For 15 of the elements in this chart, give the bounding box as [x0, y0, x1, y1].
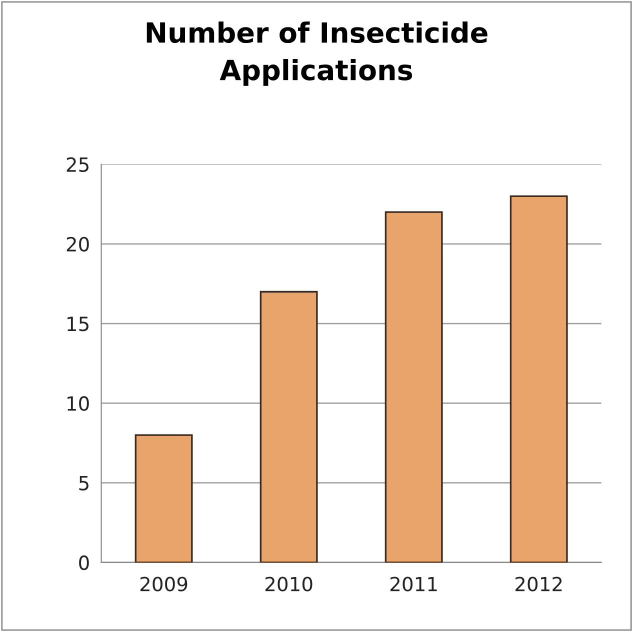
- x-tick-label: 2012: [516, 576, 562, 592]
- x-tick-label: 2010: [265, 576, 312, 592]
- bar: [134, 434, 193, 562]
- bar: [384, 211, 443, 562]
- bar: [260, 290, 318, 562]
- y-tick-label: 25: [66, 157, 88, 172]
- y-tick-label: 5: [79, 476, 88, 491]
- y-tick-label: 15: [68, 316, 88, 332]
- y-tick-label: 20: [66, 236, 89, 252]
- bar: [510, 195, 568, 562]
- x-tick-label: 2011: [390, 576, 437, 592]
- x-tick-label: 2009: [140, 576, 188, 592]
- y-tick-label: 10: [68, 396, 89, 411]
- y-tick-label: 0: [79, 555, 89, 570]
- chart-title: Number of Insecticide Applications: [146, 22, 488, 86]
